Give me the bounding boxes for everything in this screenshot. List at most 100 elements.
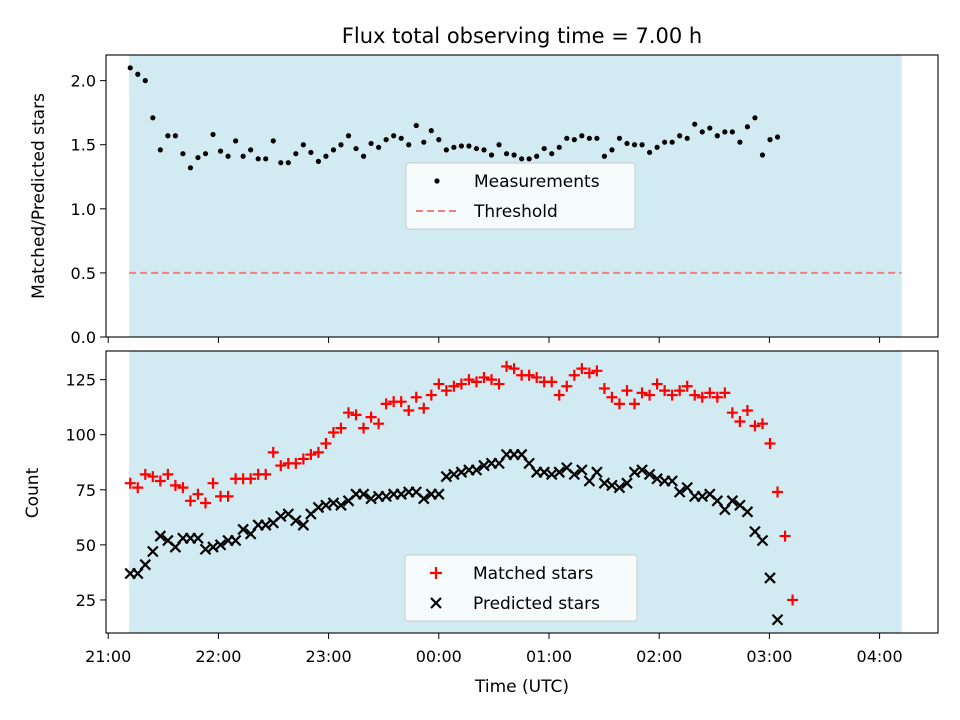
measurement-point [376,144,382,150]
matched-star-point [561,380,573,392]
measurement-point [451,144,457,150]
matched-star-point [689,389,701,401]
predicted-star-point [553,466,566,478]
matched-star-point [365,411,377,423]
matched-star-point [629,398,641,410]
measurement-point [503,151,510,157]
matched-star-point [245,473,257,485]
measurement-point [428,128,434,134]
top-y-label: Matched/Predicted stars [29,93,49,299]
chart-title: Flux total observing time = 7.00 h [342,24,702,48]
bottom-x-axis: 21:00 22:00 23:00 00:00 01:00 02:00 03:00 04:00 [85,633,903,666]
predicted-star-point [335,499,347,511]
measurement-point [150,115,156,121]
legend-measurements-label: Measurements [474,172,600,192]
matched-star-point [772,486,784,498]
predicted-star-point [470,464,483,476]
measurement-point [293,151,299,157]
predicted-star-point [666,475,678,487]
predicted-star-point [764,572,776,584]
measurement-point [406,142,412,148]
measurement-point [338,142,344,148]
matched-star-point [154,475,166,487]
bottom-y-tick-label: 100 [65,426,96,445]
measurement-point [737,139,743,145]
predicted-star-point [297,519,310,531]
matched-star-point [380,398,392,410]
top-x-ticks [107,337,881,343]
matched-star-point [470,376,482,388]
measurement-point [127,65,133,71]
measurement-point [571,137,577,143]
measurement-point [624,140,630,147]
bottom-x-tick-label: 01:00 [526,647,572,666]
matched-star-point [312,446,324,458]
predicted-star-point [568,468,581,481]
predicted-star-point [741,506,754,518]
measurement-point [654,144,660,150]
predicted-star-point [418,492,430,505]
predicted-star-point [613,481,626,494]
top-y-tick-label: 1.0 [71,200,96,219]
top-legend-box [405,162,636,230]
measurement-point [255,156,261,162]
matched-star-point [418,402,430,414]
bottom-y-tick-label: 25 [76,591,96,610]
matched-star-point [290,457,302,469]
predicted-star-point [192,532,204,545]
predicted-star-point [756,534,769,547]
matched-star-point [440,385,452,397]
matched-star-point [207,477,219,489]
matched-star-point [320,438,332,450]
predicted-star-point [636,464,648,476]
measurement-point [210,131,216,138]
measurement-point [165,133,171,139]
matched-star-point [327,427,339,439]
measurement-point [421,139,427,145]
matched-star-point [222,490,234,502]
matched-star-point [613,398,625,410]
predicted-star-point [726,495,739,507]
matched-star-point [696,391,708,403]
measurement-point [436,137,442,143]
matched-star-point [403,404,415,416]
measurement-point [631,142,638,148]
matched-star-point [779,530,791,542]
matched-star-point [410,391,422,403]
matched-star-point [373,418,385,430]
measurement-point [722,129,728,135]
measurement-point [308,149,314,156]
matched-star-point [192,488,204,500]
matched-star-points [124,360,799,606]
matched-star-point [719,387,731,399]
matched-star-point [711,391,723,403]
measurement-point [458,143,465,149]
matched-star-point [478,371,490,383]
top-y-tick-label: 0.5 [71,264,96,283]
measurement-point [398,135,404,141]
matched-star-point [741,404,753,416]
measurement-point [270,138,276,144]
measurement-point [496,142,502,148]
measurement-point [549,151,555,157]
measurement-point [315,158,322,164]
matched-star-point [606,391,618,403]
measurement-point [481,147,487,153]
matched-star-point [132,482,144,494]
measurement-point [519,156,525,162]
matched-star-point [493,378,505,390]
legend-threshold-label: Threshold [473,202,558,222]
measurement-point [300,142,306,148]
measurement-point [443,147,449,153]
measurement-point [684,135,690,141]
predicted-star-point [139,558,152,571]
matched-star-point [764,438,776,450]
measurement-point [744,124,751,130]
predicted-star-point [237,523,249,536]
matched-star-point [666,389,678,401]
legend-matched-label: Matched stars [473,564,593,584]
top-legend: Measurements Threshold [405,162,636,230]
matched-star-point [395,396,407,408]
matched-star-point [358,422,370,434]
measurement-point [759,152,766,158]
